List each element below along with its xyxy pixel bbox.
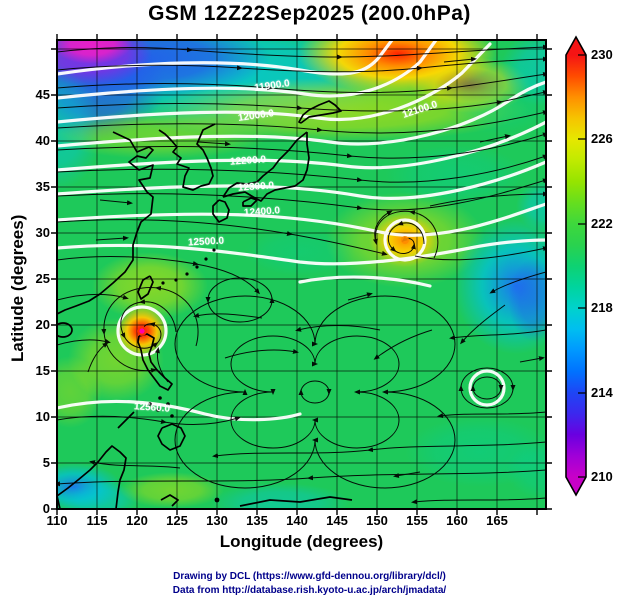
colorbar-tick-230: 230 <box>591 47 613 62</box>
x-tick-120: 120 <box>126 513 148 528</box>
x-tick-135: 135 <box>246 513 268 528</box>
y-tick-30: 30 <box>35 225 50 240</box>
x-tick-110: 110 <box>46 513 68 528</box>
wind-streamlines <box>57 44 546 505</box>
x-tick-165: 165 <box>486 513 508 528</box>
x-tick-130: 130 <box>206 513 228 528</box>
colorbar-arrow-top <box>566 37 586 55</box>
colorbar-tick-226: 226 <box>591 131 613 146</box>
y-tick-35: 35 <box>35 179 50 194</box>
y-tick-15: 15 <box>35 363 50 378</box>
vortex-core <box>401 236 409 244</box>
credit-line-data: Data from http://database.rish.kyoto-u.a… <box>172 585 447 596</box>
x-tick-125: 125 <box>166 513 188 528</box>
colorbar-tick-marks <box>578 54 586 478</box>
y-tick-25: 25 <box>35 271 50 286</box>
x-tick-145: 145 <box>326 513 348 528</box>
colorbar-tick-210: 210 <box>591 469 613 484</box>
figure-title: GSM 12Z22Sep2025 (200.0hPa) <box>148 2 471 25</box>
y-axis-title: Latitude (degrees) <box>8 214 27 362</box>
x-tick-115: 115 <box>86 513 108 528</box>
x-axis-title: Longitude (degrees) <box>219 532 384 551</box>
y-tick-5: 5 <box>42 455 50 470</box>
colorbar-tick-218: 218 <box>591 300 613 315</box>
x-tick-160: 160 <box>446 513 468 528</box>
contour-label-12500: 12500.0 <box>187 235 225 249</box>
x-tick-140: 140 <box>286 513 308 528</box>
colorbar-tick-214: 214 <box>591 385 613 400</box>
x-tick-150: 150 <box>366 513 388 528</box>
colorbar-gradient <box>566 55 586 477</box>
y-tick-0: 0 <box>42 501 50 516</box>
colorbar-tick-222: 222 <box>591 216 613 231</box>
y-tick-40: 40 <box>35 133 50 148</box>
colorbar-arrow-bottom <box>566 477 586 495</box>
y-tick-45: 45 <box>35 87 50 102</box>
y-tick-20: 20 <box>35 317 50 332</box>
anticyclone-gyre <box>174 295 456 489</box>
y-tick-10: 10 <box>35 409 50 424</box>
ryukyu-islands <box>148 248 220 503</box>
x-tick-155: 155 <box>406 513 428 528</box>
credit-line-dcl: Drawing by DCL (https://www.gfd-dennou.o… <box>173 571 446 582</box>
plot-frame <box>56 39 547 510</box>
vortex-cores <box>137 236 409 336</box>
colorbar <box>565 35 587 497</box>
typhoon-core-center <box>139 328 145 334</box>
axis-ticks <box>51 34 552 515</box>
